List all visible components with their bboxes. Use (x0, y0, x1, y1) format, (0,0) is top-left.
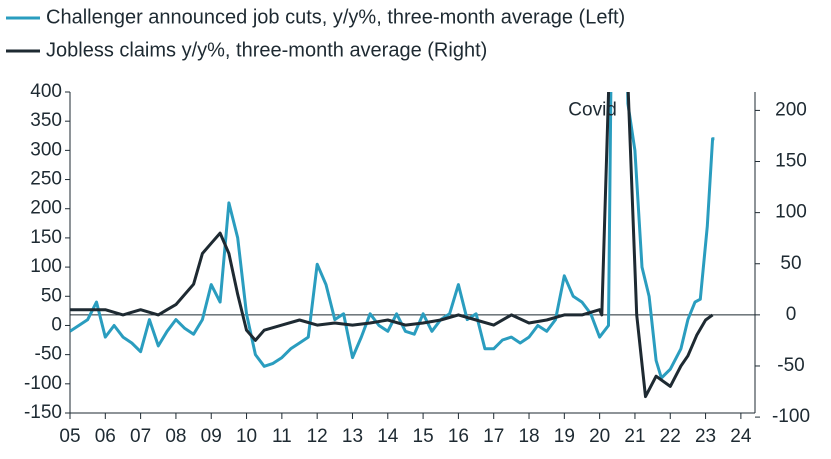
legend-label: Challenger announced job cuts, y/y%, thr… (46, 6, 625, 28)
x-tick-label: 19 (554, 426, 575, 447)
y-tick-label: -150 (24, 402, 62, 423)
y-tick-label: 150 (30, 227, 62, 248)
x-tick-label: 07 (130, 426, 151, 447)
y2-tick-label: 50 (780, 253, 801, 274)
x-tick-label: 17 (483, 426, 504, 447)
y-tick-label: 300 (30, 139, 62, 160)
annotation: Covid (568, 99, 617, 120)
series-line (70, 92, 714, 399)
x-tick-label: 22 (660, 426, 681, 447)
x-tick-label: 10 (236, 426, 257, 447)
x-tick-label: 11 (272, 426, 292, 447)
x-tick-label: 21 (624, 426, 645, 447)
y-tick-label: 400 (30, 81, 62, 102)
y-tick-label: 50 (41, 285, 62, 306)
y2-tick-label: -50 (777, 355, 804, 376)
x-tick-label: 20 (589, 426, 610, 447)
x-tick-label: 18 (518, 426, 539, 447)
x-tick-label: 08 (165, 426, 186, 447)
x-tick-label: 06 (95, 426, 116, 447)
y2-tick-label: 150 (775, 151, 807, 172)
y2-tick-label: 200 (775, 99, 807, 120)
x-tick-label: 14 (377, 426, 399, 447)
x-tick-label: 13 (342, 426, 363, 447)
x-tick-label: 23 (695, 426, 716, 447)
y-tick-label: -100 (24, 373, 62, 394)
y2-tick-label: -100 (772, 406, 810, 427)
x-tick-label: 09 (201, 426, 222, 447)
y-tick-label: -50 (35, 344, 62, 365)
y-tick-label: 250 (30, 169, 62, 190)
y-tick-label: 100 (30, 256, 62, 277)
x-tick-label: 05 (59, 426, 80, 447)
y-tick-label: 350 (30, 110, 62, 131)
x-tick-label: 16 (448, 426, 469, 447)
x-tick-label: 12 (307, 426, 328, 447)
x-tick-label: 15 (413, 426, 434, 447)
y2-tick-label: 0 (786, 304, 797, 325)
y2-tick-label: 100 (775, 202, 807, 223)
x-tick-label: 24 (730, 426, 752, 447)
legend-label: Jobless claims y/y%, three-month average… (46, 39, 487, 61)
y-tick-label: 200 (30, 198, 62, 219)
plot-area (70, 92, 715, 399)
y-tick-label: 0 (51, 314, 62, 335)
